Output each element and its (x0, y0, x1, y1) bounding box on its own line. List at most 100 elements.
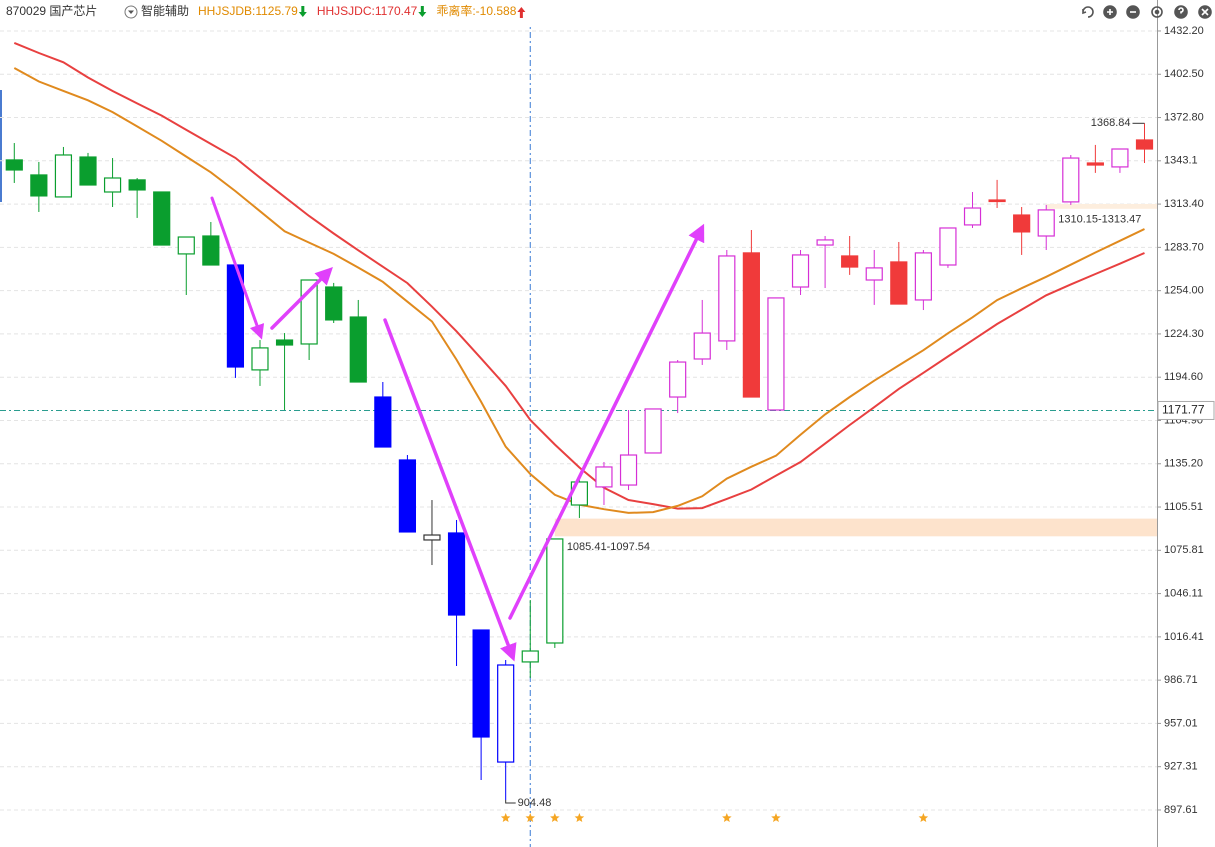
low-pointer (505, 799, 516, 804)
candle-body (349, 316, 367, 383)
candle-body (1013, 214, 1031, 233)
candle-body (79, 156, 97, 186)
trend-arrow (298, 6, 307, 17)
y-tick-label: 1372.80 (1164, 111, 1204, 123)
y-tick-label: 957.01 (1164, 717, 1198, 729)
candle-body (1111, 148, 1129, 168)
indicator-value: HHJSJDC:1170.47 (317, 4, 418, 18)
y-tick-label: 1105.51 (1164, 501, 1203, 513)
candle-body (693, 332, 711, 360)
candle-body (791, 254, 810, 288)
indicator-value: HHJSJDB:1125.79 (198, 4, 298, 18)
candle-body (1037, 209, 1055, 237)
y-tick-label: 1343.1 (1164, 155, 1198, 167)
candle-body (447, 532, 466, 616)
candle-body (644, 408, 662, 454)
trend-arrow (418, 6, 427, 17)
candle-body (202, 235, 220, 266)
drawn-arrows (210, 196, 705, 662)
toolbar (1082, 5, 1212, 19)
candle-body (890, 261, 908, 305)
signal-star (918, 813, 929, 822)
candle-body (742, 252, 760, 398)
gap-zone (1046, 203, 1157, 209)
candle-body (5, 159, 23, 171)
y-tick-label: 1046.11 (1164, 587, 1203, 599)
y-tick-label: 1194.60 (1164, 371, 1203, 383)
y-tick-label: 1402.50 (1164, 68, 1204, 80)
y-tick-label: 1016.41 (1164, 631, 1204, 643)
settings-glyph (1154, 9, 1160, 15)
candle-body (177, 236, 195, 255)
zoom-in-glyph (1107, 9, 1113, 15)
candle-body (423, 534, 441, 541)
y-tick-label: 1283.70 (1164, 241, 1204, 253)
candle-body (251, 347, 269, 371)
indicator-value: 乖离率:-10.588 (436, 3, 516, 18)
trend-arrow (517, 7, 526, 18)
left-edge-marker (0, 90, 2, 202)
candle-body (841, 255, 859, 268)
candle-body (546, 538, 564, 644)
candle-body (816, 239, 834, 246)
candle-body (275, 339, 294, 346)
gap-zone (554, 518, 1157, 537)
y-tick-label: 986.71 (1164, 674, 1198, 686)
y-tick-label: 1313.40 (1164, 198, 1204, 210)
candle-body (1086, 162, 1104, 166)
low-label: 904.48 (518, 797, 552, 809)
candle-body (963, 207, 982, 226)
signal-star (574, 813, 585, 822)
candle-body (914, 252, 932, 301)
close-glyph (1201, 8, 1209, 16)
candle-body (865, 267, 883, 281)
candle-body (103, 177, 122, 193)
y-tick-label: 1135.20 (1164, 458, 1203, 470)
crosshair-value-label: 1171.77 (1162, 403, 1205, 417)
candle-body (54, 154, 73, 198)
y-tick-label: 1075.81 (1164, 544, 1204, 556)
refresh-button[interactable] (1082, 6, 1094, 18)
candle-body (718, 255, 736, 342)
signal-star (500, 813, 511, 822)
signal-star (550, 813, 560, 822)
candle-body (30, 174, 48, 197)
candle-body (939, 227, 957, 266)
candle-body (497, 664, 515, 763)
candle-body (595, 466, 613, 488)
candle-body (1062, 157, 1080, 203)
y-tick-label: 1224.30 (1164, 328, 1204, 340)
candle-body (767, 297, 785, 411)
zone-label: 1085.41-1097.54 (567, 541, 650, 553)
candle-body (669, 361, 687, 398)
candle-body (374, 396, 392, 448)
signal-star (722, 813, 732, 822)
candle-body (128, 179, 146, 191)
plot-area: 1085.41-1097.54 1310.15-1313.47 904.48 1368… (0, 18, 1161, 847)
candle-body (619, 454, 638, 486)
menu-caret (128, 10, 134, 14)
y-tick-label: 897.61 (1164, 804, 1198, 816)
y-tick-label: 927.31 (1164, 761, 1198, 773)
high-label: 1368.84 (1091, 117, 1131, 129)
arrow (210, 196, 265, 340)
zone-label: 1310.15-1313.47 (1058, 214, 1141, 226)
average-line (13, 41, 1145, 510)
candle-body (521, 650, 539, 663)
symbol: 870029 国产芯片 (6, 4, 97, 18)
candle-body (472, 629, 490, 738)
signal-star (525, 813, 535, 822)
arrow (383, 318, 517, 662)
settings-button[interactable] (1151, 6, 1163, 18)
candle-body (988, 199, 1006, 203)
indicator-list: HHJSJDB:1125.79 HHJSJDC:1170.47 乖离率:-10.58… (198, 3, 526, 18)
candle-body (398, 459, 417, 533)
indicator-menu[interactable]: 智能辅助 (141, 3, 189, 18)
candle-body (325, 286, 343, 321)
help-glyph (1178, 7, 1184, 14)
candle-body (153, 191, 171, 246)
crosshair-value-box (1157, 400, 1215, 420)
y-tick-label: 1432.20 (1164, 25, 1204, 37)
candle-body (1135, 139, 1154, 150)
